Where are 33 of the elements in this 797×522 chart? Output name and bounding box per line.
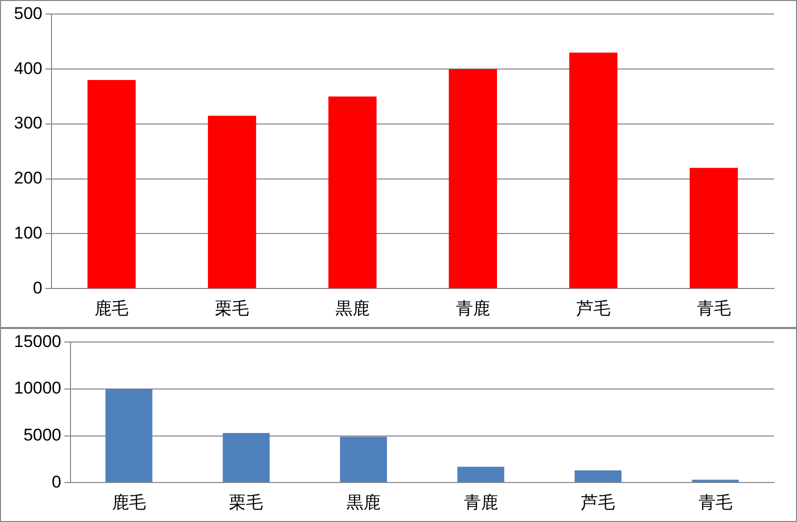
bar: [448, 69, 497, 288]
bar: [105, 389, 152, 482]
x-tick-label: 鹿毛: [112, 493, 146, 514]
x-tick-label: 青毛: [698, 493, 732, 514]
bar: [328, 96, 377, 288]
x-tick-label: 青毛: [696, 299, 731, 320]
bar: [574, 470, 622, 482]
x-tick-label: 青鹿: [464, 493, 498, 514]
y-tick-label: 500: [14, 4, 42, 23]
y-tick-label: 0: [52, 472, 62, 492]
bar: [87, 80, 136, 288]
x-tick-label: 栗毛: [229, 493, 264, 514]
x-tick-label: 黒鹿: [335, 299, 370, 320]
x-tick-label: 青鹿: [456, 299, 490, 320]
x-tick-label: 黒鹿: [346, 493, 380, 514]
x-tick-label: 芦毛: [576, 299, 610, 320]
bar: [340, 436, 387, 482]
y-tick-label: 5000: [23, 425, 62, 444]
y-tick-label: 15000: [14, 332, 62, 351]
y-tick-label: 0: [32, 278, 42, 298]
bar: [690, 168, 738, 288]
y-tick-label: 100: [14, 223, 42, 242]
y-tick-label: 400: [14, 58, 42, 78]
bar: [208, 116, 256, 288]
x-tick-label: 栗毛: [215, 299, 250, 320]
bar: [457, 466, 504, 482]
y-tick-label: 200: [14, 168, 42, 188]
x-tick-label: 芦毛: [581, 493, 616, 514]
x-tick-label: 鹿毛: [94, 299, 129, 320]
bar: [569, 52, 618, 288]
bar: [222, 432, 270, 482]
y-tick-label: 10000: [14, 378, 62, 398]
y-tick-label: 300: [14, 114, 42, 133]
